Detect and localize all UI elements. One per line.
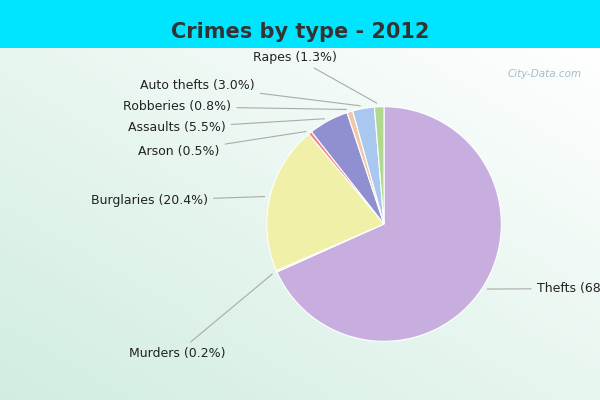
Text: City-Data.com: City-Data.com [508, 69, 582, 79]
Wedge shape [347, 111, 384, 224]
Text: Murders (0.2%): Murders (0.2%) [129, 274, 272, 360]
Wedge shape [277, 107, 502, 341]
Text: Arson (0.5%): Arson (0.5%) [139, 132, 306, 158]
Text: Robberies (0.8%): Robberies (0.8%) [124, 100, 346, 113]
Wedge shape [374, 107, 384, 224]
Text: Burglaries (20.4%): Burglaries (20.4%) [91, 194, 265, 207]
Text: Crimes by type - 2012: Crimes by type - 2012 [171, 22, 429, 42]
Text: Thefts (68.3%): Thefts (68.3%) [487, 282, 600, 295]
Wedge shape [311, 113, 384, 224]
Text: Auto thefts (3.0%): Auto thefts (3.0%) [140, 79, 360, 106]
Wedge shape [353, 107, 384, 224]
Wedge shape [266, 134, 384, 270]
Wedge shape [277, 224, 384, 272]
Wedge shape [308, 132, 384, 224]
Text: Rapes (1.3%): Rapes (1.3%) [253, 51, 377, 103]
Text: Assaults (5.5%): Assaults (5.5%) [128, 119, 325, 134]
